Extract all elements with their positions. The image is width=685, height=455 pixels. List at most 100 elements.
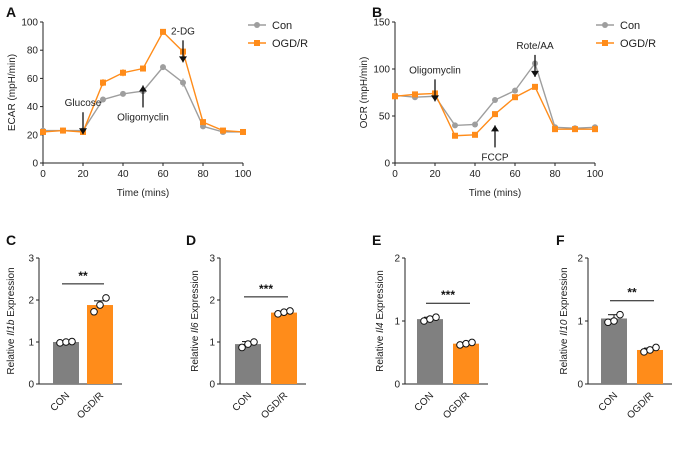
panel-b-point-ogdr	[572, 126, 578, 133]
panel-label-a: A	[6, 4, 16, 20]
panel-a-y-tick-label: 60	[27, 74, 39, 85]
panel-d-x-tick-label: OGD/R	[259, 390, 290, 421]
panel-a-x-tick-label: 60	[157, 169, 169, 180]
panel-c-bar-con	[53, 342, 79, 384]
panel-d-y-tick-label: 2	[209, 296, 215, 307]
panel-f-significance-label: **	[627, 286, 637, 300]
panel-d-data-point	[286, 307, 294, 315]
y-label-prefix: Relative	[190, 333, 201, 372]
panel-f-y-tick-label: 1	[577, 317, 583, 328]
panel-b-point-ogdr	[592, 126, 598, 133]
panel-c-y-tick-label: 1	[28, 338, 34, 349]
panel-a-x-tick-label: 40	[117, 169, 129, 180]
panel-label-c: C	[6, 232, 16, 248]
panel-f-bar-con	[601, 318, 627, 384]
panel-a-arrow-2-head	[179, 56, 187, 63]
panel-c-data-point	[102, 294, 110, 302]
panel-b-point-ogdr	[492, 111, 498, 118]
panel-b-legend-marker-ogdr	[602, 40, 608, 46]
panel-d-bar-ogdr	[271, 312, 297, 384]
panel-f-data-point	[616, 310, 624, 319]
panel-c-data-point	[68, 337, 76, 346]
panel-d-y-tick-label: 0	[209, 380, 215, 391]
panel-c-significance-label: **	[78, 269, 88, 283]
y-label-gene: Il10	[559, 319, 570, 336]
panel-a-x-tick-label: 0	[40, 169, 46, 180]
panel-d-significance-label: ***	[259, 282, 273, 296]
panel-a-y-tick-label: 0	[32, 159, 38, 170]
panel-b-annotation-2: Rote/AA	[516, 41, 554, 52]
panel-a-legend-label: OGD/R	[272, 38, 308, 50]
panel-b-x-tick-label: 0	[392, 169, 398, 180]
panel-f-x-tick-label: OGD/R	[625, 390, 656, 421]
panel-a-point-con	[180, 79, 186, 86]
panel-a-point-con	[160, 64, 166, 71]
panel-a-point-ogdr	[140, 65, 146, 72]
panel-a-arrow-1-head	[139, 85, 147, 92]
panel-b-y-tick-label: 100	[373, 65, 390, 76]
panel-b-point-ogdr	[552, 126, 558, 133]
panel-b-y-tick-label: 0	[384, 159, 390, 170]
panel-b-legend-label: OGD/R	[620, 38, 656, 50]
panel-b-x-tick-label: 40	[469, 169, 481, 180]
panel-b-x-tick-label: 60	[509, 169, 521, 180]
panel-b-legend-marker-con	[602, 22, 608, 28]
panel-b-y-axis-label: OCR (mpH/min)	[359, 57, 370, 129]
panel-a-point-ogdr	[100, 79, 106, 86]
panel-a-y-axis-label: ECAR (mpH/min)	[7, 54, 18, 131]
panel-e-y-tick-label: 0	[394, 380, 400, 391]
panel-c-x-tick-label: OGD/R	[75, 390, 106, 421]
panel-d-bar-con	[235, 344, 261, 384]
panel-a-point-ogdr	[240, 128, 246, 135]
panel-b-point-ogdr	[412, 91, 418, 98]
panel-b-point-ogdr	[452, 132, 458, 139]
panel-b-y-tick-label: 150	[373, 18, 390, 29]
panel-a-y-tick-label: 40	[27, 102, 39, 113]
panel-e-significance-label: ***	[441, 288, 455, 302]
panel-f-y-tick-label: 0	[577, 380, 583, 391]
panel-c-bar-ogdr	[87, 305, 113, 384]
panel-e-y-tick-label: 1	[394, 317, 400, 328]
panel-e-data-point	[468, 338, 476, 347]
panel-c-x-tick-label: CON	[49, 390, 73, 414]
panel-e-data-point	[462, 339, 470, 348]
panel-b-point-ogdr	[472, 131, 478, 138]
panel-a-legend-label: Con	[272, 20, 292, 32]
panel-b-point-ogdr	[392, 93, 398, 100]
panel-d-x-tick-label: CON	[231, 390, 255, 414]
y-label-suffix: Expression	[559, 267, 570, 319]
panel-b-annotation-1: FCCP	[481, 152, 509, 163]
panel-a-point-ogdr	[220, 127, 226, 134]
panel-a-annotation-2: 2-DG	[171, 26, 195, 37]
y-label-prefix: Relative	[375, 333, 386, 372]
panel-b-point-con	[472, 121, 478, 128]
panel-a-point-con	[100, 96, 106, 103]
panel-b-y-tick-label: 50	[379, 112, 391, 123]
panel-a-point-ogdr	[40, 128, 46, 135]
panel-f-data-point	[610, 317, 618, 325]
panel-c-y-tick-label: 3	[28, 254, 34, 265]
y-label-gene: Il1b	[6, 319, 17, 336]
panel-b-annotation-0: Oligomyclin	[409, 65, 461, 76]
panel-f-y-axis-label: Relative Il10 Expression	[559, 267, 570, 374]
panel-a-point-ogdr	[160, 28, 166, 35]
panel-d-y-tick-label: 3	[209, 254, 215, 265]
panel-f-data-point	[604, 318, 612, 327]
panel-a-annotation-1: Oligomyclin	[117, 112, 169, 123]
panel-c-y-axis-label: Relative Il1b Expression	[6, 267, 17, 374]
panel-f-bar-ogdr	[637, 349, 663, 384]
y-label-prefix: Relative	[6, 336, 17, 375]
y-label-suffix: Expression	[6, 267, 17, 319]
panel-f-x-tick-label: CON	[597, 390, 621, 414]
panel-a-y-tick-label: 100	[21, 18, 38, 29]
panel-b-point-con	[512, 87, 518, 94]
panel-e-bar-ogdr	[453, 343, 479, 384]
panel-c-data-point	[96, 301, 104, 309]
panel-b-x-tick-label: 100	[587, 169, 604, 180]
panel-b-x-axis-label: Time (mins)	[469, 188, 521, 199]
y-label-suffix: Expression	[190, 270, 201, 322]
panel-b-point-ogdr	[512, 94, 518, 101]
panel-a-x-tick-label: 20	[77, 169, 89, 180]
panel-c-y-tick-label: 0	[28, 380, 34, 391]
y-label-gene: Il4	[375, 322, 386, 333]
